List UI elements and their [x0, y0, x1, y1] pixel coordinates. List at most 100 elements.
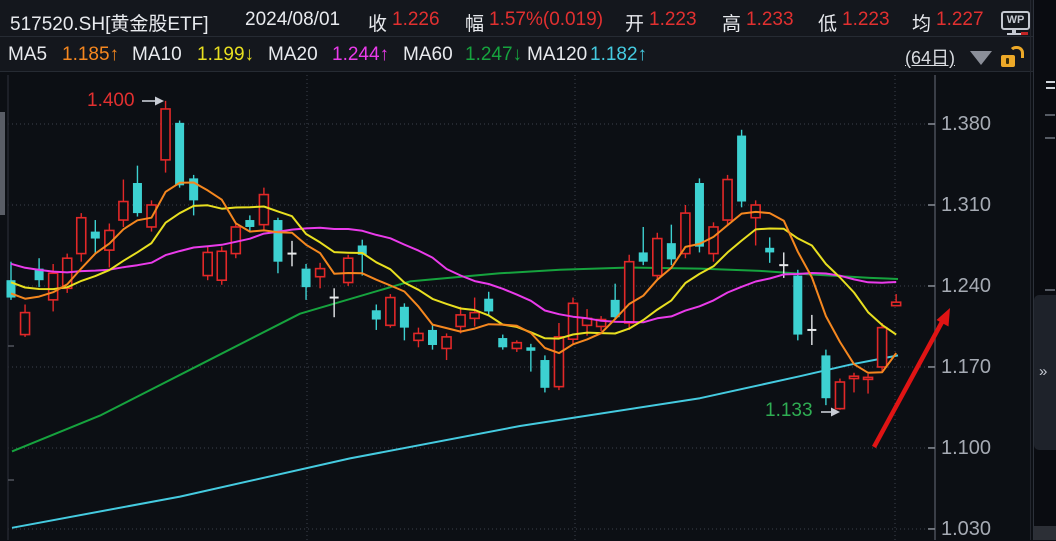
panel-tick	[1045, 289, 1055, 291]
lock-keyhole	[1006, 58, 1009, 64]
ma5-line	[10, 181, 898, 374]
y-axis-label: 1.100	[941, 436, 992, 459]
open-value: 1.223	[649, 9, 697, 30]
up-candle	[202, 251, 213, 277]
chevron-down-icon[interactable]	[970, 51, 992, 65]
low-arrow-icon	[821, 407, 840, 417]
up-candle	[862, 376, 874, 381]
avg-label: 均	[912, 14, 932, 35]
up-candle	[160, 108, 171, 161]
up-candle	[651, 237, 663, 277]
candlestick-chart[interactable]	[0, 72, 1033, 540]
up-candle	[342, 257, 354, 284]
down-candle	[6, 280, 16, 298]
down-candle	[638, 252, 648, 262]
notification-dot	[1021, 32, 1028, 35]
ma120-value: 1.182↑	[590, 44, 648, 65]
panel-edge-line	[1030, 0, 1031, 540]
up-candle	[385, 296, 396, 327]
y-axis-label: 1.240	[941, 274, 992, 297]
up-candle	[623, 260, 635, 324]
y-axis-label: 1.030	[941, 517, 992, 540]
ma-legend: MA5 1.185↑ MA10 1.199↓ MA20 1.244↑ MA60 …	[0, 37, 1033, 72]
divider	[0, 36, 1056, 37]
up-candle	[314, 267, 326, 278]
ma10-label: MA10	[132, 44, 182, 65]
change-value: 1.57%(0.019)	[489, 9, 604, 30]
doji-candle	[329, 296, 339, 299]
up-candle	[216, 250, 228, 281]
down-candle	[245, 220, 255, 227]
down-candle	[498, 338, 508, 348]
up-candle	[890, 301, 902, 307]
up-candle	[469, 311, 480, 320]
up-candle	[258, 193, 270, 226]
down-candle	[765, 247, 775, 253]
down-candle	[526, 347, 536, 351]
up-candle	[567, 302, 579, 341]
down-candle	[737, 135, 747, 202]
period-selector[interactable]: (64日)	[905, 48, 956, 68]
up-candle	[47, 272, 59, 301]
avg-value: 1.227	[936, 9, 984, 30]
trend-arrow-icon	[872, 308, 950, 449]
ma60-label: MA60	[403, 44, 453, 65]
change-label: 幅	[465, 14, 485, 35]
wp-icon-screen: WP	[1001, 11, 1030, 30]
up-candle	[708, 226, 719, 255]
low-value: 1.223	[842, 9, 890, 30]
down-candle	[610, 299, 620, 318]
wp-widget-icon[interactable]: WP	[1001, 11, 1035, 37]
unlock-icon[interactable]	[1001, 46, 1024, 68]
up-candle	[553, 336, 565, 388]
down-candle	[428, 329, 437, 345]
down-candle	[484, 298, 494, 312]
y-axis-label: 1.170	[941, 355, 992, 378]
close-value: 1.226	[392, 9, 440, 30]
expand-panel-tab[interactable]: »	[1034, 295, 1056, 450]
up-candle	[75, 216, 87, 255]
close-label: 收	[368, 14, 388, 35]
lock-shackle	[1009, 46, 1024, 58]
divider	[0, 71, 1033, 72]
up-candle	[19, 311, 31, 336]
high-annotation: 1.400	[87, 90, 135, 111]
down-candle	[399, 306, 409, 328]
down-candle	[273, 220, 283, 262]
right-panel-strip	[1030, 0, 1056, 540]
doji-candle	[807, 328, 817, 331]
up-candle	[722, 178, 733, 221]
up-candle	[876, 326, 888, 368]
high-value: 1.233	[746, 9, 794, 30]
ma10-line	[10, 204, 897, 340]
up-candle	[118, 200, 129, 221]
low-annotation: 1.133	[765, 400, 813, 421]
open-label: 开	[625, 14, 645, 35]
left-scroll-remnant	[0, 112, 5, 215]
down-candle	[793, 275, 803, 335]
chevrons-right-icon: »	[1039, 363, 1048, 380]
ma20-line	[10, 226, 897, 324]
ma10-value: 1.199↓	[197, 44, 255, 65]
down-candle	[666, 243, 676, 260]
up-candle	[511, 341, 523, 350]
doji-candle	[287, 252, 297, 255]
down-candle	[175, 122, 185, 186]
ma60-value: 1.247↓	[465, 44, 523, 65]
down-candle	[34, 268, 44, 281]
symbol-title: 517520.SH[黄金股ETF]	[10, 14, 209, 35]
up-candle	[834, 381, 846, 410]
up-candle	[413, 332, 424, 342]
high-label: 高	[722, 14, 742, 35]
down-candle	[90, 231, 100, 239]
down-candle	[540, 360, 550, 388]
down-candle	[301, 268, 311, 288]
ma120-label: MA120	[527, 44, 588, 65]
ma5-label: MA5	[8, 44, 48, 65]
down-candle	[132, 183, 142, 214]
quote-date: 2024/08/01	[245, 9, 341, 30]
ma-line	[11, 354, 899, 529]
low-label: 低	[818, 14, 838, 35]
